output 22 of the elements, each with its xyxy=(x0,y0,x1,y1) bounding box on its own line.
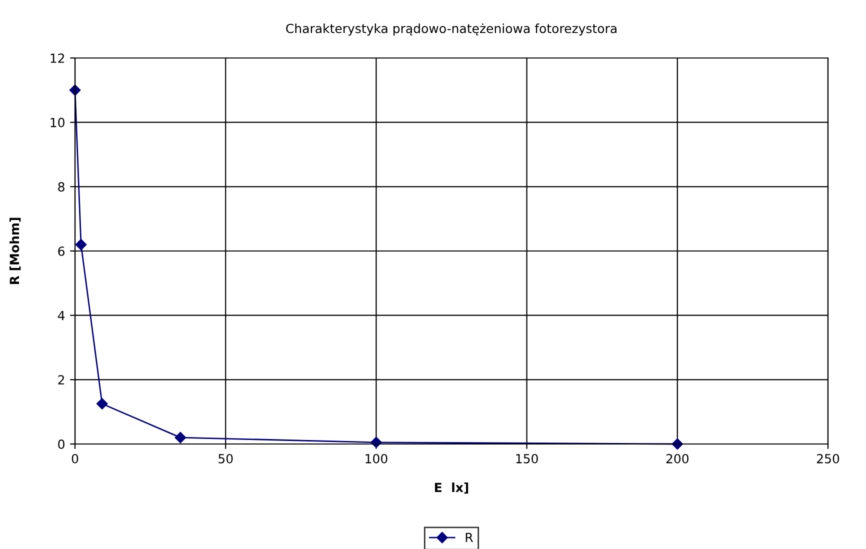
chart-title: Charakterystyka prądowo-natężeniowa fotorezystora xyxy=(286,24,616,36)
y-tick-label: 6 xyxy=(58,246,64,256)
point xyxy=(370,436,382,448)
x-tick-label: 150 xyxy=(516,454,538,464)
x-tick-label: 250 xyxy=(816,454,840,464)
y-axis-title: R [Mohm] xyxy=(9,218,21,284)
y-tick-label: 2 xyxy=(58,375,64,384)
point xyxy=(174,432,186,444)
point xyxy=(75,238,87,250)
legend-label: R xyxy=(466,532,473,542)
x-tick-label: 0 xyxy=(72,454,78,464)
y-tick-label: 12 xyxy=(50,53,64,63)
point xyxy=(69,84,81,96)
point xyxy=(96,398,108,410)
y-tick-label: 8 xyxy=(58,182,64,192)
x-tick-label: 50 xyxy=(218,454,233,464)
x-axis-title: E lx] xyxy=(434,482,468,494)
x-tick-label: 100 xyxy=(366,454,388,464)
y-tick-label: 4 xyxy=(58,310,65,320)
x-tick-label: 200 xyxy=(666,454,688,464)
y-tick-label: 10 xyxy=(50,118,64,128)
y-tick-label: 0 xyxy=(58,439,64,449)
